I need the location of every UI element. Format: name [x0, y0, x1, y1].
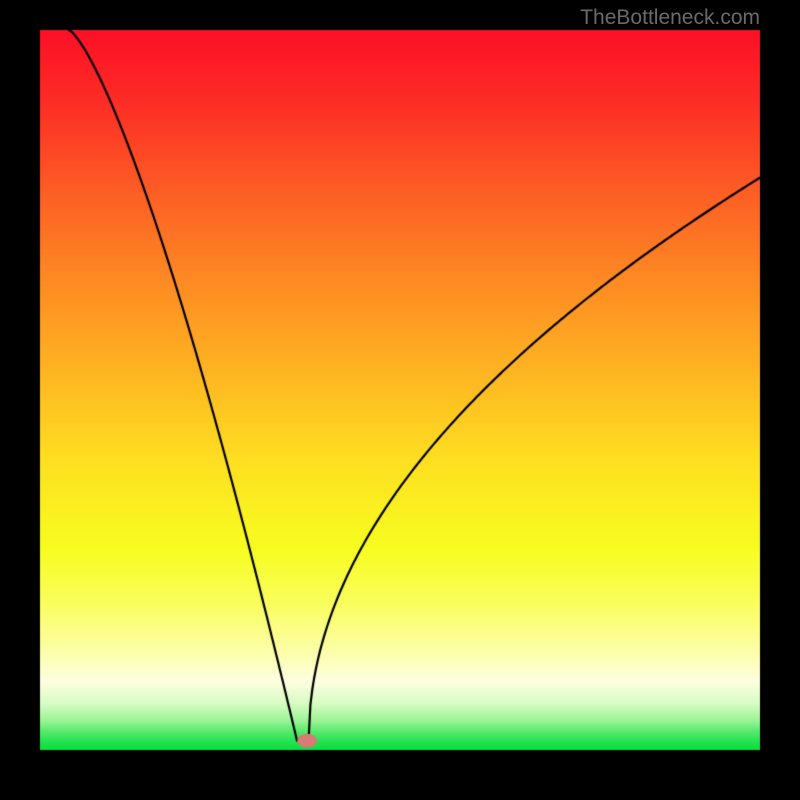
chart-container: TheBottleneck.com [0, 0, 800, 800]
bottleneck-chart-canvas [0, 0, 800, 800]
watermark-text: TheBottleneck.com [580, 6, 760, 30]
